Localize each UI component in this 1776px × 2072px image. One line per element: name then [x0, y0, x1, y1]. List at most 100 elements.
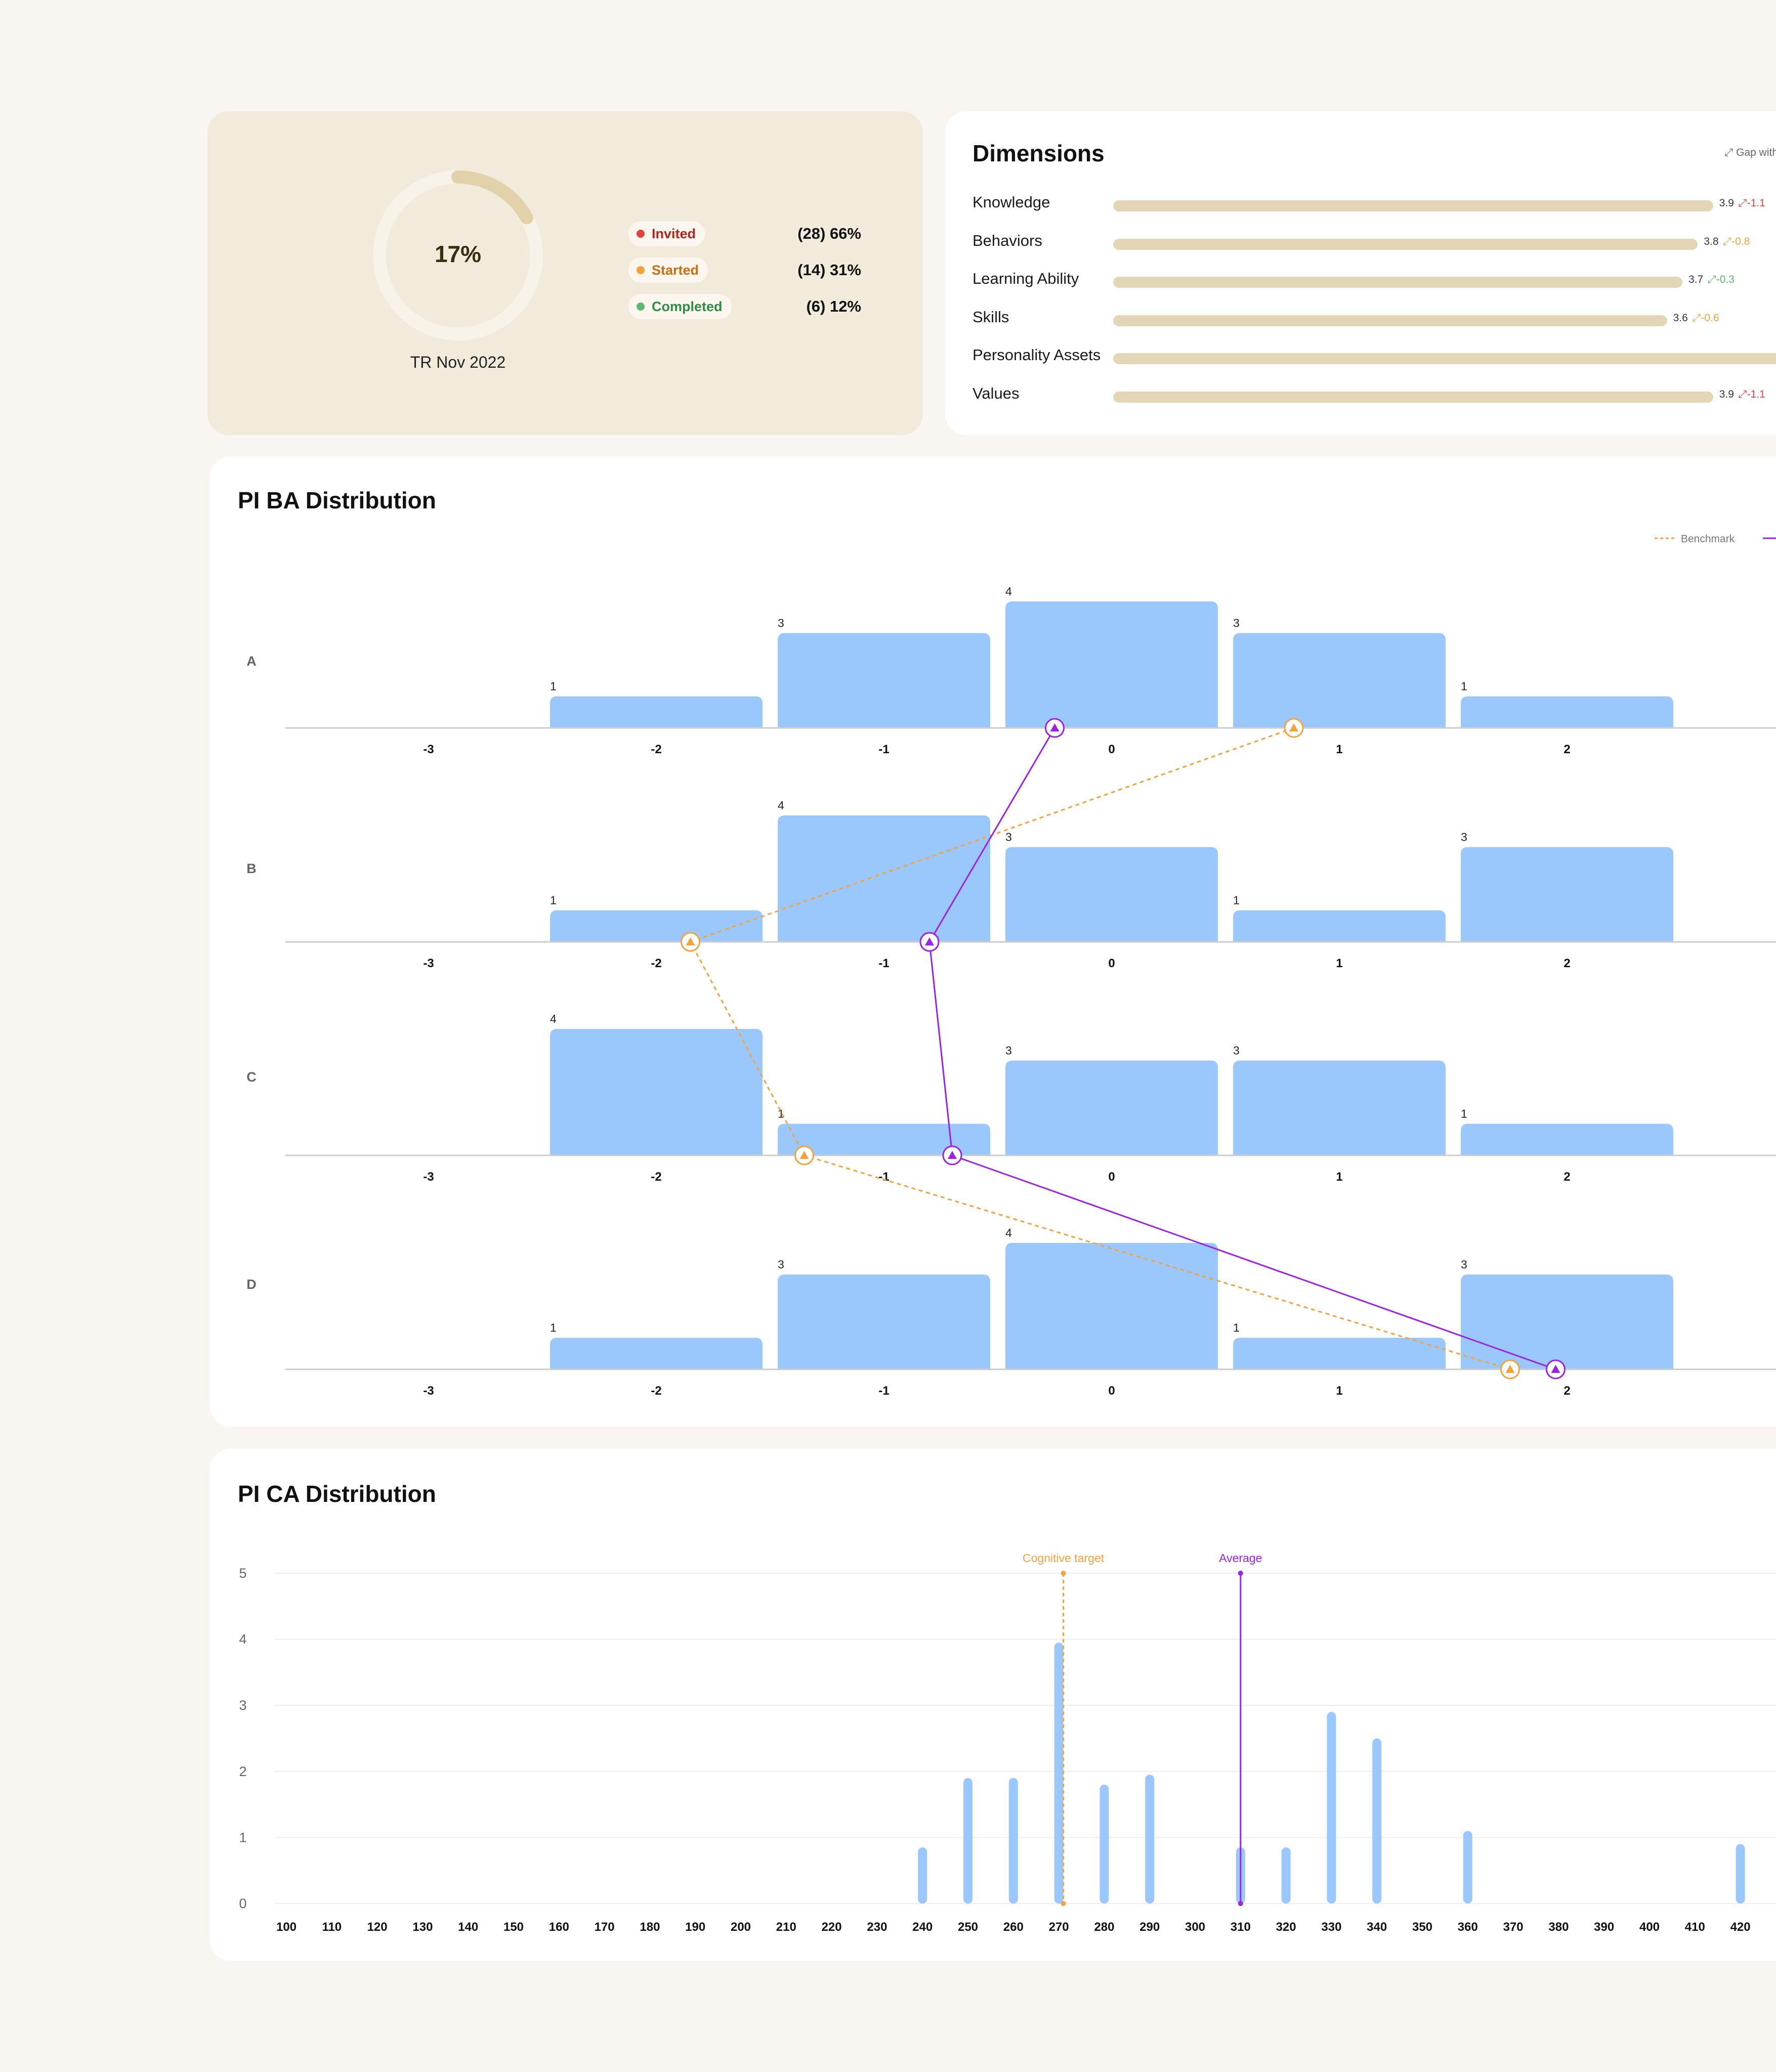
ba-tick-label: 1 [1336, 1170, 1342, 1184]
ba-bar [1005, 601, 1218, 728]
status-pill-completed[interactable]: Completed [628, 294, 732, 319]
dimension-gap: ⤢-0.6 [1693, 312, 1719, 324]
dimension-score: 3.9 [1719, 388, 1734, 400]
ca-x-tick: 330 [1321, 1920, 1341, 1934]
dimension-bar [1113, 392, 1713, 403]
dimension-row: Knowledge 3.9 ⤢-1.1 [945, 187, 1776, 226]
ba-tick-label: -2 [651, 1384, 661, 1398]
ba-tick-label: 0 [1108, 957, 1115, 970]
series-line [928, 727, 1556, 1370]
ba-tick-label: 0 [1108, 743, 1115, 756]
ba-bar [1005, 1060, 1218, 1155]
ba-bar-value: 3 [1461, 831, 1467, 844]
ca-x-tick: 340 [1367, 1920, 1387, 1934]
ca-x-tick: 310 [1231, 1920, 1251, 1934]
ca-x-tick: 270 [1049, 1920, 1069, 1934]
ca-bar [1736, 1844, 1745, 1904]
dimensions-card: Dimensions ⤢ Gap with Knowledge 3.9 ⤢-1.1 B… [945, 111, 1776, 435]
ba-bar [1233, 1337, 1446, 1369]
ba-title: PI BA Distribution [238, 487, 436, 513]
ca-x-tick: 150 [503, 1920, 524, 1934]
expand-arrows-icon: ⤢ [1738, 197, 1747, 209]
dimension-label: Learning Ability [972, 270, 1079, 288]
reference-label: Cognitive target [1023, 1551, 1105, 1565]
ca-x-tick: 350 [1412, 1920, 1432, 1934]
ba-tick-label: 1 [1336, 1384, 1342, 1398]
ba-bar-value: 1 [550, 680, 557, 693]
ca-x-tick: 140 [458, 1920, 478, 1934]
dimension-row: Skills 3.6 ⤢-0.6 [945, 302, 1776, 340]
ca-x-tick: 130 [412, 1920, 433, 1934]
ca-x-tick: 160 [549, 1920, 569, 1934]
ba-distribution-card: PI BA Distribution Benchmark A 1 3 4 3 1 -3 -2 -1… [209, 456, 1776, 1427]
ca-bar [963, 1778, 972, 1904]
status-label: Completed [652, 299, 723, 314]
ca-bar [1463, 1831, 1472, 1904]
ca-x-tick: 410 [1685, 1920, 1705, 1934]
average-series [919, 718, 1566, 1379]
ba-bar-value: 4 [1005, 585, 1012, 598]
summary-card: 17% TR Nov 2022 Invited (28) 66% Started… [207, 111, 923, 435]
dimension-gap: ⤢-0.8 [1723, 236, 1750, 248]
ca-distribution-chart: 0 1 2 3 4 5 100 110 120 130 140 150 160 170 180 190 200 2… [239, 1551, 1776, 1934]
dimension-bar [1113, 315, 1667, 326]
expand-arrows-icon: ⤢ [1738, 388, 1747, 400]
dimension-bar [1113, 353, 1776, 365]
ca-x-tick: 210 [776, 1920, 796, 1934]
triangle-icon [1289, 723, 1298, 731]
campaign-name: TR Nov 2022 [410, 353, 506, 371]
ca-y-tick: 1 [239, 1830, 246, 1845]
cognitive-target-line: Cognitive target [1023, 1551, 1105, 1906]
dimension-gap: ⤢-1.1 [1739, 388, 1765, 401]
reference-dot [1238, 1571, 1243, 1576]
ba-tick-label: 0 [1108, 1170, 1115, 1184]
ba-bar-value: 1 [1233, 1321, 1240, 1334]
ca-y-tick: 5 [239, 1566, 246, 1581]
status-row-completed: Completed (6) 12% [628, 294, 861, 319]
ba-tick-label: -1 [878, 1384, 889, 1398]
ba-tick-label: -3 [423, 1384, 434, 1398]
ca-x-tick: 260 [1003, 1920, 1024, 1934]
ba-bar [778, 815, 990, 942]
ba-row-c: C 4 1 3 3 1 -3 -2 -1 0 1 2 [246, 1012, 1776, 1184]
expand-arrows-icon: ⤢ [1692, 312, 1701, 324]
ba-row-d: D 1 3 4 1 3 -3 -2 -1 0 1 2 [246, 1226, 1776, 1398]
ba-bar [550, 910, 763, 942]
ca-bar [1145, 1775, 1155, 1904]
status-label: Invited [652, 226, 696, 241]
donut-progress [373, 170, 543, 340]
reference-dot [1061, 1571, 1066, 1576]
dimension-row: Behaviors 3.8 ⤢-0.8 [945, 226, 1776, 264]
ba-bar-value: 3 [778, 617, 784, 630]
triangle-icon [948, 1151, 957, 1159]
ba-bar-value: 1 [1461, 1107, 1467, 1120]
ba-bar [1233, 633, 1446, 728]
status-value: (6) 12% [806, 297, 861, 315]
ba-bar-value: 3 [1233, 1044, 1240, 1057]
dimension-score: 3.7 [1688, 274, 1704, 286]
dimension-label: Knowledge [972, 193, 1050, 211]
triangle-icon [686, 937, 695, 945]
status-pill-started[interactable]: Started [628, 257, 708, 283]
dimension-row: Values 3.9 ⤢-1.1 [945, 378, 1776, 417]
ca-bar [1327, 1712, 1336, 1904]
gap-with-toggle[interactable]: ⤢ Gap with [1724, 147, 1776, 159]
ba-tick-label: 1 [1336, 743, 1342, 756]
ba-row-label: D [246, 1277, 257, 1292]
ba-bar [1461, 696, 1673, 728]
triangle-icon [1505, 1365, 1515, 1373]
status-dot-icon [637, 266, 645, 274]
ca-x-tick: 370 [1503, 1920, 1524, 1934]
ba-bar-value: 1 [550, 894, 557, 907]
ca-distribution-card: PI CA Distribution 0 1 2 3 4 5 100 110 120 130 140… [209, 1449, 1776, 1961]
completion-donut [373, 170, 543, 340]
ba-bar [1461, 1124, 1673, 1155]
gap-value: -1.1 [1747, 197, 1765, 209]
status-pill-invited[interactable]: Invited [628, 221, 705, 246]
ba-bar-value: 1 [550, 1321, 557, 1334]
gap-with-label: Gap with [1736, 147, 1776, 158]
dimension-bar [1113, 277, 1682, 288]
status-row-started: Started (14) 31% [628, 257, 861, 283]
ca-bar [918, 1847, 927, 1904]
dimension-row: Learning Ability 3.7 ⤢-0.3 [945, 264, 1776, 302]
